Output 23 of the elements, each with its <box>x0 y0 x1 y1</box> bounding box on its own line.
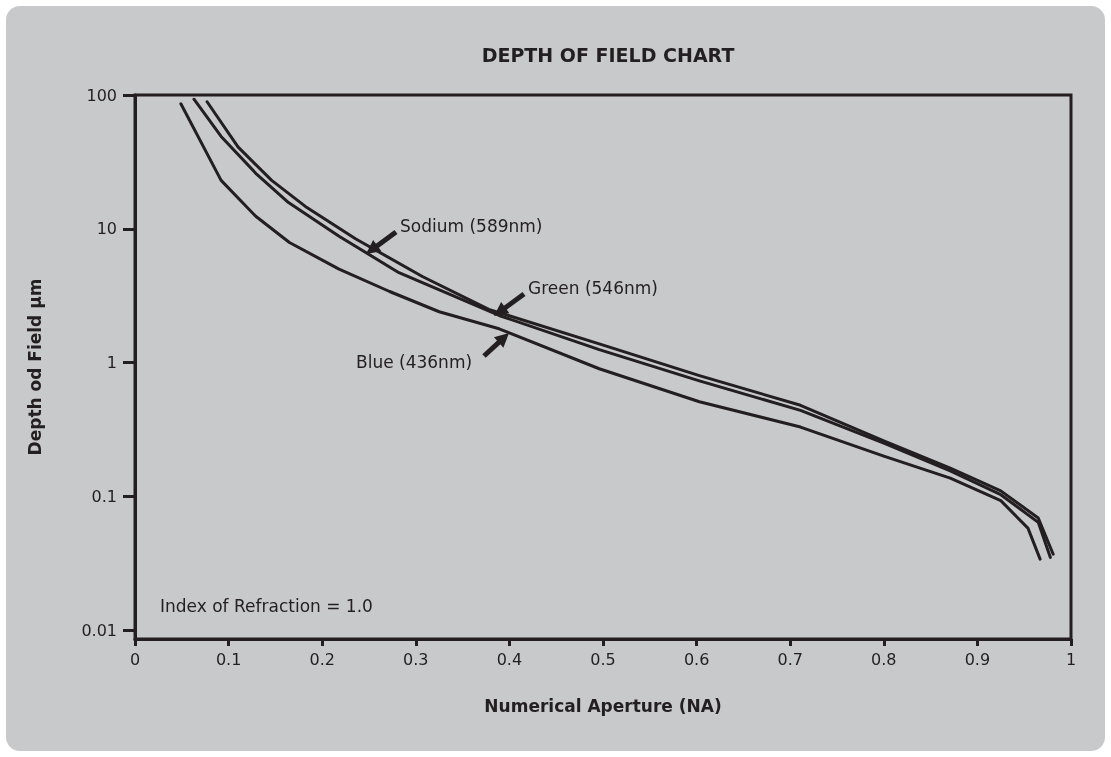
y-tick-label: 10 <box>96 219 117 239</box>
y-axis-title: Depth od Field µm <box>24 278 45 456</box>
x-tick-label: 0.9 <box>964 649 991 669</box>
x-tick-label: 0.1 <box>215 649 242 669</box>
x-tick-label: 0.2 <box>309 649 335 669</box>
x-tick-label: 0.7 <box>777 649 803 669</box>
series-label: Blue (436nm) <box>356 352 473 372</box>
y-tick-label: 0.01 <box>81 620 117 640</box>
y-tick-label: 100 <box>86 85 117 105</box>
chart-title: DEPTH OF FIELD CHART <box>481 43 735 66</box>
x-axis-title: Numerical Aperture (NA) <box>484 695 722 716</box>
series-label: Sodium (589nm) <box>400 216 543 236</box>
x-tick-label: 0.4 <box>496 649 523 669</box>
x-tick-label: 0.6 <box>683 649 710 669</box>
x-tick-label: 0 <box>129 649 141 669</box>
annotation: Index of Refraction = 1.0 <box>160 595 373 616</box>
x-tick-label: 0.3 <box>403 649 429 669</box>
x-tick-label: 0.8 <box>871 649 897 669</box>
y-tick-label: 0.1 <box>91 486 117 506</box>
x-tick-label: 0.5 <box>590 649 616 669</box>
x-tick-label: 1 <box>1065 649 1077 669</box>
series-label: Green (546nm) <box>528 278 658 298</box>
y-tick-label: 1 <box>106 353 117 373</box>
